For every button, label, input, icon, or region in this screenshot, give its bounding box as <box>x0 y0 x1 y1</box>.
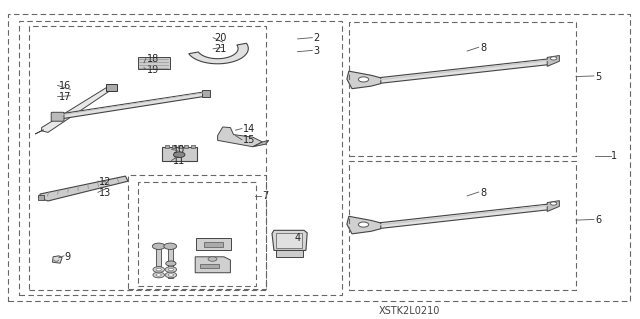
Bar <box>200 264 219 268</box>
Circle shape <box>165 272 177 278</box>
Text: 2: 2 <box>314 33 320 43</box>
Bar <box>178 145 182 148</box>
Text: 13: 13 <box>99 188 111 198</box>
Bar <box>19 21 342 295</box>
Bar <box>172 145 175 148</box>
Bar <box>276 233 302 248</box>
Bar <box>138 57 170 69</box>
Polygon shape <box>56 92 205 120</box>
Bar <box>138 182 256 286</box>
Bar <box>196 238 231 250</box>
Polygon shape <box>272 230 307 250</box>
Text: 8: 8 <box>480 43 486 53</box>
Text: 8: 8 <box>480 188 486 198</box>
Polygon shape <box>253 140 269 147</box>
Circle shape <box>164 243 177 249</box>
Polygon shape <box>218 127 262 147</box>
Text: XSTK2L0210: XSTK2L0210 <box>379 306 440 316</box>
Text: 5: 5 <box>595 71 602 82</box>
Circle shape <box>153 267 164 272</box>
Text: 20: 20 <box>214 33 227 43</box>
Polygon shape <box>378 204 550 229</box>
Bar <box>8 14 630 301</box>
Text: 15: 15 <box>243 135 255 145</box>
Circle shape <box>550 57 557 60</box>
Polygon shape <box>547 201 559 211</box>
Circle shape <box>165 267 177 272</box>
Bar <box>184 145 188 148</box>
Text: 14: 14 <box>243 124 255 134</box>
Polygon shape <box>189 43 248 64</box>
Bar <box>156 248 161 266</box>
Text: 3: 3 <box>314 46 320 56</box>
Polygon shape <box>35 130 44 134</box>
Text: 16: 16 <box>59 81 71 91</box>
Text: 21: 21 <box>214 44 227 55</box>
Circle shape <box>156 268 161 271</box>
Circle shape <box>152 243 165 249</box>
Bar <box>168 248 173 266</box>
Circle shape <box>358 77 369 82</box>
Bar <box>168 265 173 278</box>
Text: 12: 12 <box>99 177 111 187</box>
Circle shape <box>173 152 185 158</box>
Text: 17: 17 <box>59 92 71 102</box>
Bar <box>191 145 195 148</box>
Circle shape <box>168 268 173 271</box>
Bar <box>349 22 576 156</box>
Text: 18: 18 <box>147 54 159 64</box>
Text: 6: 6 <box>595 215 602 225</box>
Bar <box>349 161 576 290</box>
Text: 1: 1 <box>611 151 618 161</box>
Bar <box>202 90 210 97</box>
Circle shape <box>156 274 161 276</box>
Text: 4: 4 <box>294 233 301 243</box>
Polygon shape <box>378 59 550 84</box>
Bar <box>165 145 169 148</box>
Text: 11: 11 <box>173 156 185 166</box>
Polygon shape <box>347 71 381 89</box>
Text: 10: 10 <box>173 145 185 155</box>
Polygon shape <box>547 56 559 66</box>
Circle shape <box>166 261 176 266</box>
Polygon shape <box>162 147 197 161</box>
Polygon shape <box>195 257 230 273</box>
Bar <box>29 26 266 290</box>
Circle shape <box>358 222 369 227</box>
Bar <box>276 250 303 257</box>
Circle shape <box>208 257 217 261</box>
Circle shape <box>168 274 173 276</box>
Bar <box>38 195 44 200</box>
Bar <box>106 84 117 91</box>
Polygon shape <box>347 216 381 234</box>
Text: 9: 9 <box>64 252 70 262</box>
Polygon shape <box>38 176 128 201</box>
Circle shape <box>550 202 557 205</box>
Text: 19: 19 <box>147 65 159 75</box>
Circle shape <box>153 272 164 278</box>
Text: 7: 7 <box>262 191 269 201</box>
Polygon shape <box>52 256 62 263</box>
Bar <box>128 175 266 289</box>
Bar <box>204 242 223 247</box>
Polygon shape <box>42 86 112 132</box>
FancyBboxPatch shape <box>51 112 64 121</box>
